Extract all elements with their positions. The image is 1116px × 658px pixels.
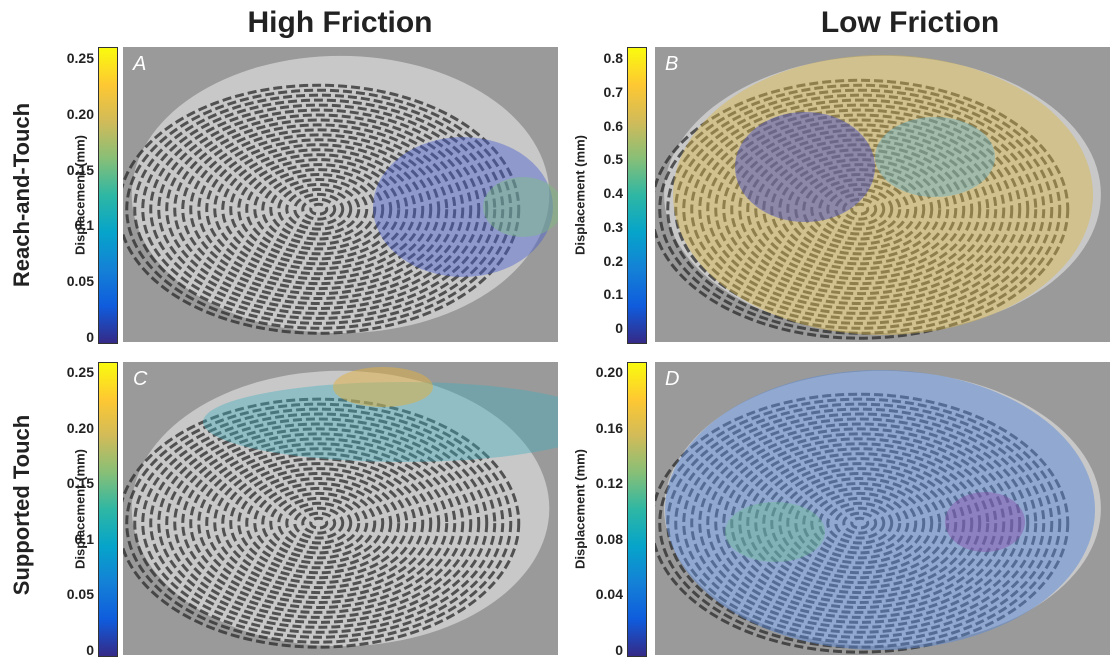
colorbar-tick-label: 0.25 xyxy=(67,364,94,380)
colorbar-tick-label: 0.3 xyxy=(604,219,623,235)
colorbar-tick-label: 0.20 xyxy=(67,106,94,122)
fingerprint-image xyxy=(123,362,558,655)
colorbar-label: Displacement (mm) xyxy=(573,449,588,569)
image-detail xyxy=(665,370,1095,650)
figure: High Friction Low Friction Reach-and-Tou… xyxy=(0,0,1116,658)
colorbar-tick-label: 0.20 xyxy=(67,420,94,436)
colorbar-tick-label: 0.6 xyxy=(604,118,623,134)
colorbar-tick-label: 0.4 xyxy=(604,185,623,201)
column-title: Low Friction xyxy=(821,6,999,40)
colorbar-label: Displacement (mm) xyxy=(73,135,88,255)
colorbar-tick-label: 0.7 xyxy=(604,84,623,100)
panel-letter: C xyxy=(133,368,147,391)
fingerprint-image xyxy=(655,362,1110,655)
colorbar-tick-label: 0 xyxy=(86,642,94,658)
column-title: High Friction xyxy=(248,6,433,40)
image-detail xyxy=(875,117,995,197)
fingerprint-image xyxy=(123,47,558,342)
colorbar xyxy=(98,362,118,657)
fingerprint-image xyxy=(655,47,1110,342)
colorbar-tick-label: 0.25 xyxy=(67,50,94,66)
colorbar-tick-label: 0.12 xyxy=(596,475,623,491)
colorbar-tick-label: 0 xyxy=(615,642,623,658)
colorbar-tick-label: 0.1 xyxy=(604,286,623,302)
colorbar-label: Displacement (mm) xyxy=(573,135,588,255)
colorbar xyxy=(627,362,647,657)
image-detail xyxy=(673,55,1093,335)
panel-letter: A xyxy=(133,53,146,76)
colorbar-tick-label: 0.16 xyxy=(596,420,623,436)
image-detail xyxy=(735,112,875,222)
colorbar-tick-label: 0.20 xyxy=(596,364,623,380)
image-detail xyxy=(945,492,1025,552)
image-detail xyxy=(333,367,433,407)
colorbar-tick-label: 0.05 xyxy=(67,586,94,602)
colorbar-tick-label: 0.8 xyxy=(604,50,623,66)
panel-letter: D xyxy=(665,368,679,391)
colorbar xyxy=(627,47,647,344)
colorbar-tick-label: 0.05 xyxy=(67,273,94,289)
colorbar xyxy=(98,47,118,344)
panel-letter: B xyxy=(665,53,678,76)
image-detail xyxy=(725,502,825,562)
colorbar-label: Displacement (mm) xyxy=(73,449,88,569)
colorbar-tick-label: 0.04 xyxy=(596,586,623,602)
colorbar-tick-label: 0 xyxy=(615,320,623,336)
colorbar-tick-label: 0.2 xyxy=(604,253,623,269)
row-label: Supported Touch xyxy=(9,415,35,595)
colorbar-tick-label: 0.08 xyxy=(596,531,623,547)
colorbar-tick-label: 0.5 xyxy=(604,151,623,167)
row-label: Reach-and-Touch xyxy=(9,103,35,287)
colorbar-tick-label: 0 xyxy=(86,329,94,345)
